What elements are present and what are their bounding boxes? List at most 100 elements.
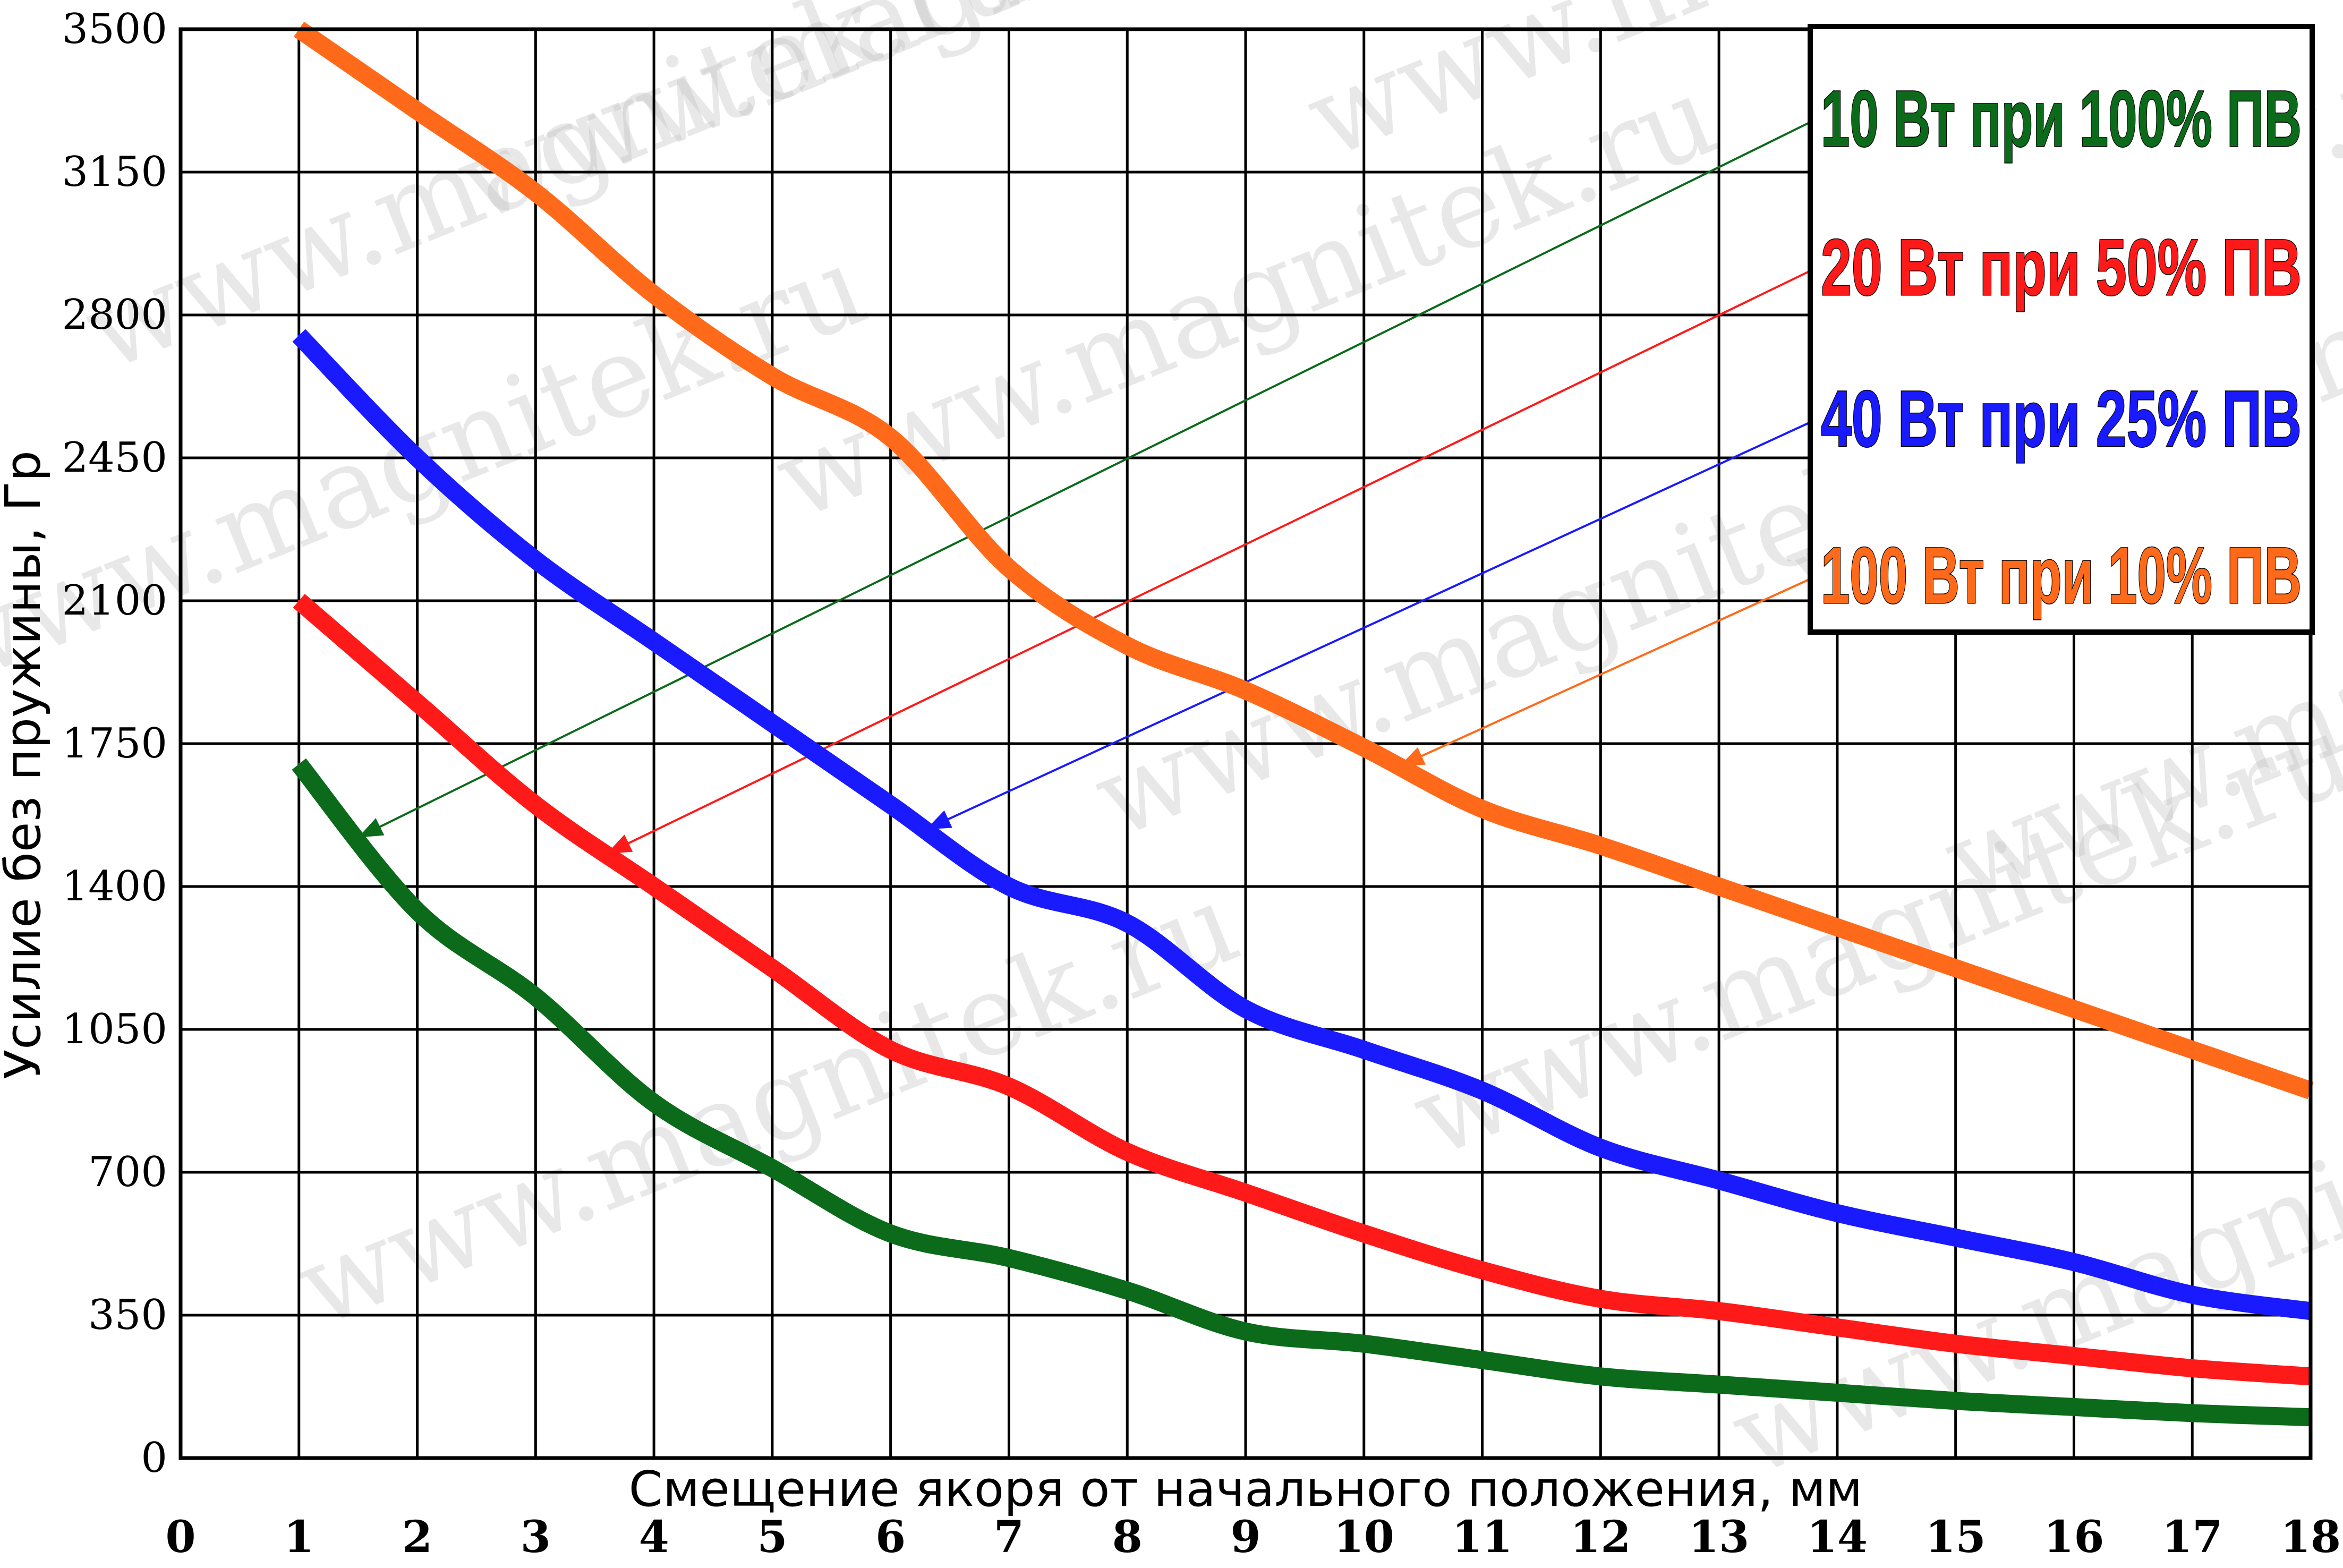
y-tick-label: 1400 [62,863,167,910]
data-point [1245,1330,1247,1333]
x-tick-label: 9 [1230,1512,1260,1563]
data-point [2073,1405,2075,1408]
legend: 10 Вт при 100% ПВ 20 Вт при 50% ПВ 40 Вт п… [1808,24,2315,635]
data-point [1126,1289,1129,1292]
x-tick-label: 14 [1807,1512,1868,1563]
data-point [653,293,655,296]
data-point [416,109,419,112]
data-point [2073,1008,2075,1010]
x-tick-label: 17 [2162,1512,2222,1563]
data-point [534,559,537,561]
data-point [1836,1326,1838,1329]
series-line [294,22,2314,1100]
x-tick-label: 10 [1334,1512,1394,1563]
data-point [2191,1049,2194,1051]
legend-entry: 10 Вт при 100% ПВ [1821,74,2302,163]
data-point [771,967,773,969]
data-point [1481,1269,1484,1272]
data-point [1008,1085,1010,1088]
data-point [1362,1049,1365,1051]
series-line [292,329,2312,1320]
y-tick-label: 1750 [62,720,167,768]
data-point [1126,644,1129,647]
data-point [1126,1151,1129,1153]
data-point [534,804,537,806]
x-tick-label: 16 [2043,1512,2104,1563]
data-point [534,995,537,998]
data-point [2073,1354,2075,1357]
data-point [889,1049,892,1051]
data-point [1245,1191,1247,1194]
legend-box [1808,24,2315,635]
y-tick-label: 350 [88,1291,167,1339]
data-point [1126,922,1129,925]
data-point [534,191,537,194]
data-point [297,334,300,337]
data-point [2191,1412,2194,1414]
data-point [1362,1232,1365,1235]
y-tick-labels: 0 350 700 1050 1400 1750 2100 2450 2800 3150 3500 [62,5,167,1482]
x-tick-label: 0 [165,1512,195,1563]
y-tick-label: 0 [141,1434,167,1482]
data-point [1718,1310,1720,1313]
grid-layer [181,29,2311,1458]
data-point [1362,746,1365,749]
data-point [771,722,773,725]
data-point [1008,567,1010,569]
data-point [2191,1367,2194,1369]
data-point [653,1102,655,1104]
x-tick-label: 6 [875,1512,906,1563]
x-tick-labels: 0 1 2 3 4 5 6 7 8 9 10 11 12 13 14 15 16 17 18 [165,1512,2341,1563]
x-tick-label: 4 [639,1512,669,1563]
x-tick-label: 2 [402,1512,432,1563]
data-point [1245,1008,1247,1010]
data-point [653,640,655,643]
y-tick-label: 1050 [62,1005,167,1053]
data-point [1718,885,1720,888]
y-tick-label: 2800 [62,291,167,339]
data-point [1481,1089,1484,1092]
data-point [771,1167,773,1170]
legend-entry: 20 Вт при 50% ПВ [1821,223,2302,312]
data-point [1954,1342,1957,1345]
x-tick-label: 15 [1925,1512,1986,1563]
data-point [1362,1342,1365,1345]
data-point [771,375,773,378]
legend-pointer-line [357,121,1811,839]
x-tick-label: 13 [1689,1512,1749,1563]
data-point [889,436,892,439]
series-layer [292,22,2314,1427]
x-tick-label: 5 [757,1512,787,1563]
data-point [889,1232,892,1235]
data-point [416,702,419,704]
data-point [1599,845,1602,847]
x-tick-label: 8 [1112,1512,1143,1563]
data-point [1718,1383,1720,1386]
data-point [1718,1179,1720,1182]
x-tick-label: 1 [284,1512,314,1563]
y-axis-label: Усилие без пружины, Гр [0,450,52,1079]
data-point [653,885,655,888]
pointer-arrowhead [358,818,385,838]
data-point [1599,1146,1602,1149]
data-point [297,600,300,602]
x-tick-label: 7 [994,1512,1024,1563]
x-tick-label: 3 [521,1512,551,1563]
data-point [889,804,892,806]
data-point [1599,1298,1602,1300]
legend-pointer-line [1399,578,1811,768]
data-point [1481,807,1484,810]
data-point [1245,689,1247,692]
data-point [1008,1257,1010,1259]
x-axis-label: Смещение якоря от начального положения, … [629,1461,1863,1518]
data-point [1954,1236,1957,1239]
x-tick-label: 11 [1452,1512,1512,1563]
legend-entry: 100 Вт при 10% ПВ [1821,531,2302,620]
y-tick-label: 2450 [62,434,167,482]
legend-entry: 40 Вт при 25% ПВ [1821,374,2302,463]
y-tick-label: 2100 [62,577,167,625]
x-tick-label: 12 [1570,1512,1631,1563]
legend-pointer-line [925,421,1811,831]
